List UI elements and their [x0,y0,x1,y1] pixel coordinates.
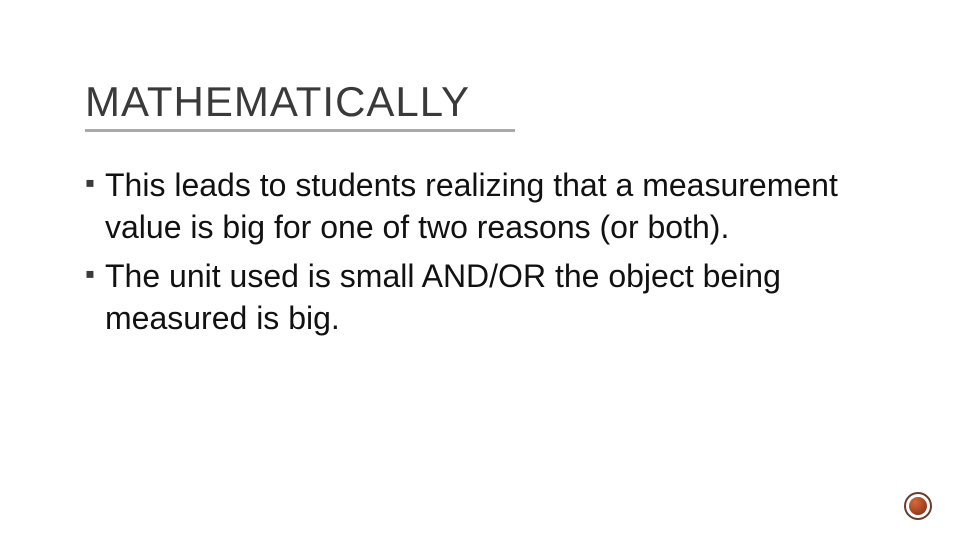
slide-title: MATHEMATICALLY [85,78,470,126]
bullet-item: ▪ This leads to students realizing that … [85,165,880,248]
decorative-badge-icon [904,492,932,520]
bullet-text: The unit used is small AND/OR the object… [105,258,781,336]
bullet-item: ▪ The unit used is small AND/OR the obje… [85,256,880,339]
bullet-text: This leads to students realizing that a … [105,167,838,245]
slide-body: ▪ This leads to students realizing that … [85,165,880,347]
bullet-marker-icon: ▪ [85,256,95,292]
slide: MATHEMATICALLY ▪ This leads to students … [0,0,960,540]
bullet-marker-icon: ▪ [85,165,95,201]
